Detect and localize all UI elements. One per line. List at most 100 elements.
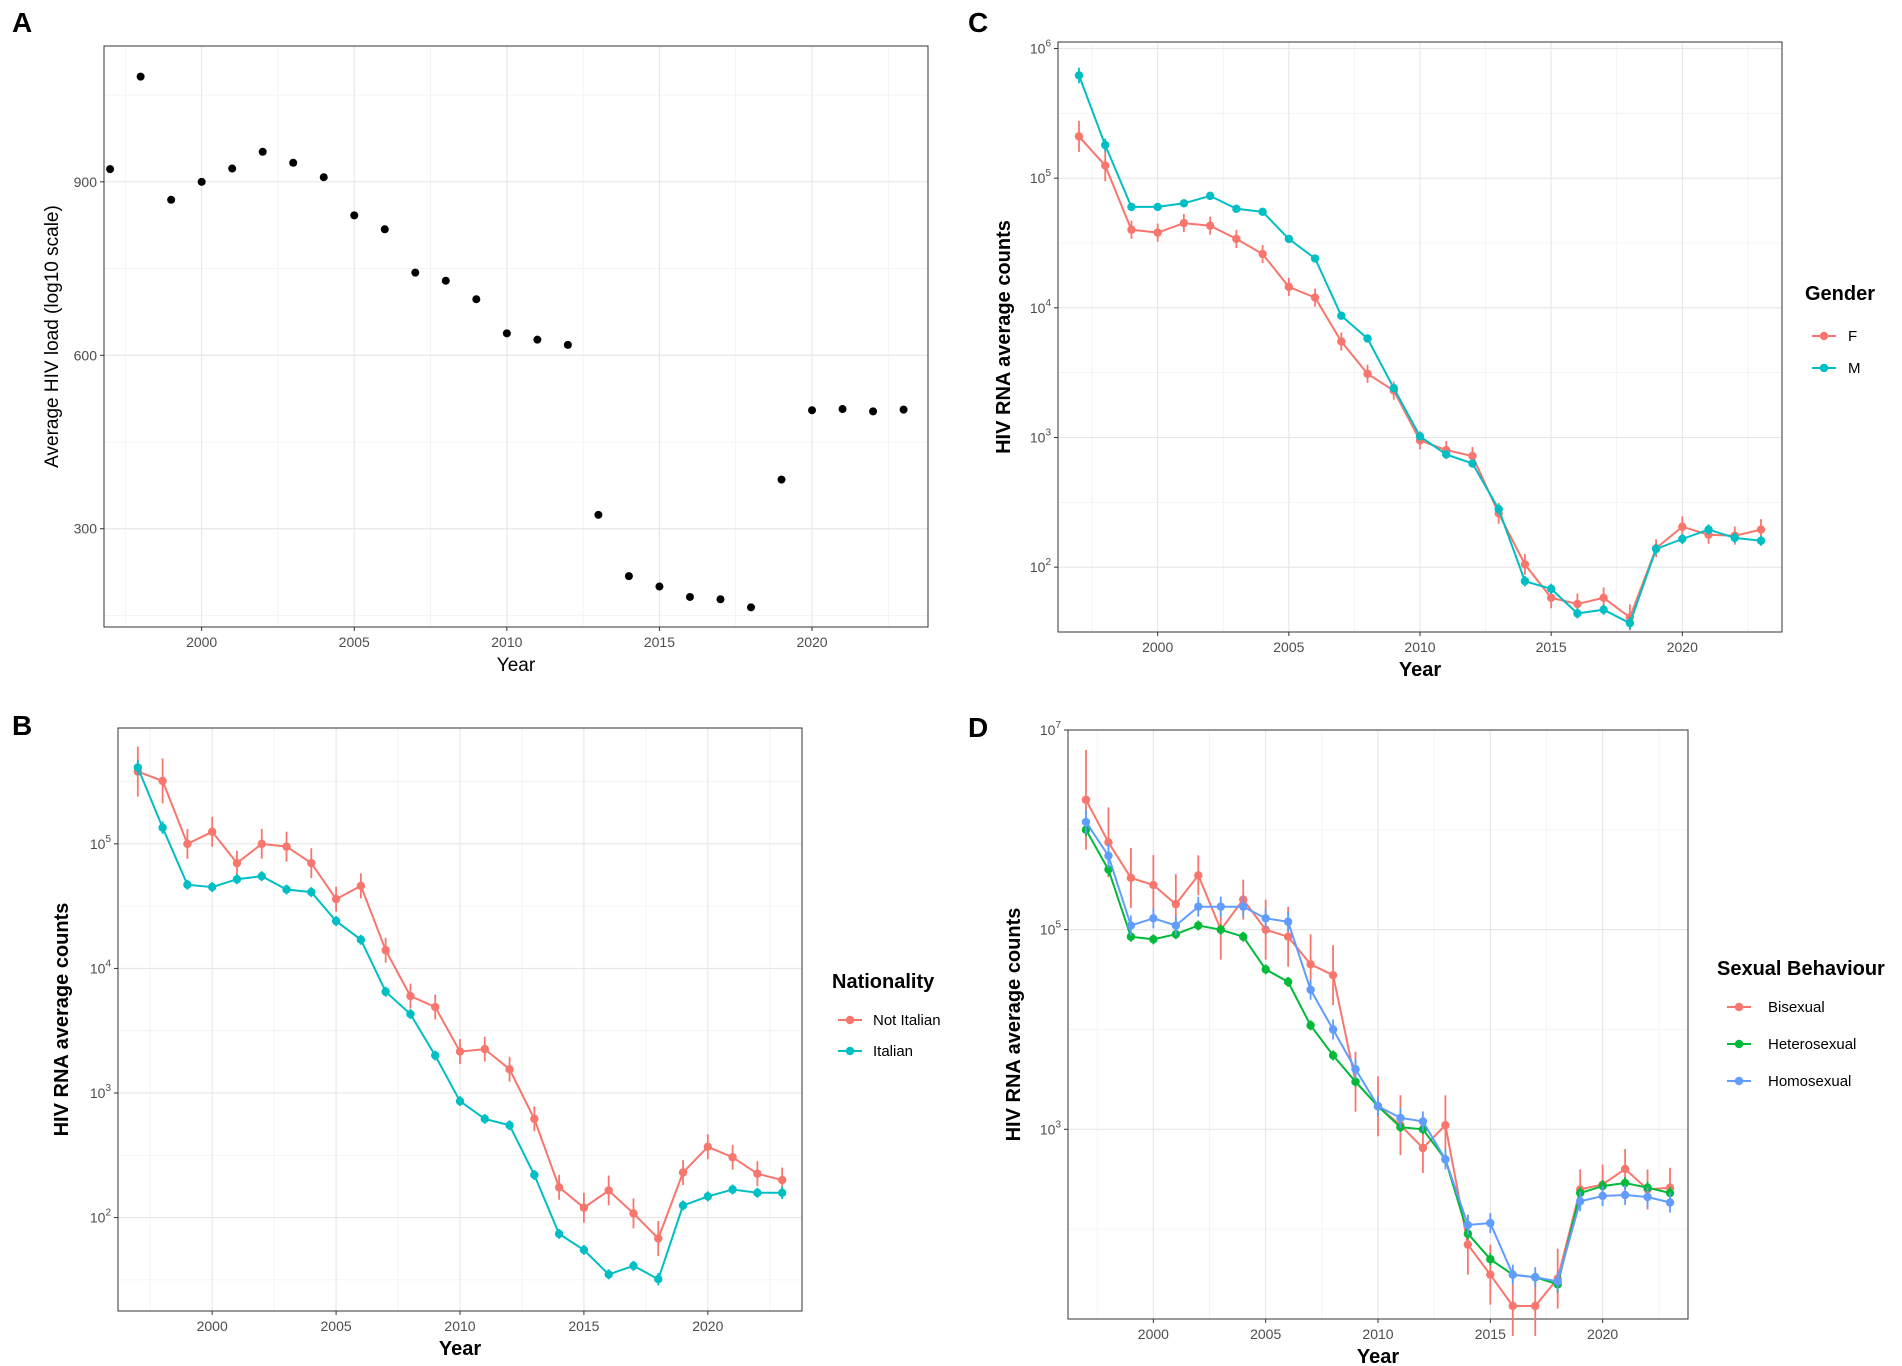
data-point [1101,140,1110,150]
data-point [629,1261,638,1271]
x-tick-label: 2020 [1587,1326,1618,1342]
y-tick-label: 106 [1030,38,1052,56]
data-point [1351,1065,1360,1074]
data-point [1363,334,1372,343]
data-point [1126,873,1136,883]
data-point [1351,1077,1360,1086]
y-tick-label: 900 [74,174,98,190]
data-point [1418,1117,1428,1126]
legend-title: Nationality [832,971,935,993]
data-point [381,987,390,996]
data-point [1194,902,1203,911]
panel-a: 2000 2005 2010 2015 2020 300 600 900 Year Average… [12,7,929,676]
data-point [655,582,664,591]
y-tick-exponent: 5 [1045,168,1051,179]
data-point [563,340,572,349]
data-point [1665,1198,1675,1207]
data-point [703,1142,713,1151]
data-point [1598,1191,1607,1201]
data-point [197,177,206,186]
data-point [1153,202,1162,212]
panel-b: 2000 2005 2010 2015 2020 102 103 104 105 Year HIV … [12,710,941,1360]
data-point [1081,817,1091,827]
data-point [1486,1255,1495,1264]
y-tick-label: 103 [90,1083,112,1101]
data-point [1494,504,1503,514]
x-tick-label: 2000 [197,1318,228,1334]
legend-key-point [845,1046,855,1056]
data-point [258,147,267,156]
legend: Gender FM [1805,283,1875,377]
legend-key-point [845,1015,855,1025]
data-point [289,158,298,167]
data-point [1546,584,1556,594]
data-point [1310,254,1320,263]
y-tick-exponent: 6 [1045,38,1051,49]
legend-key-point [1819,363,1829,373]
data-point [1441,1120,1450,1130]
data-point [1194,871,1203,880]
data-point [183,880,192,889]
data-point [1283,977,1293,987]
data-point [869,407,878,416]
data-point [232,875,242,884]
data-point [1179,218,1189,228]
x-tick-label: 2005 [339,634,370,650]
data-point [1261,965,1270,974]
data-point [455,1096,465,1106]
data-point [554,1183,564,1192]
y-axis-title: Average HIV load (log10 scale) [42,205,63,468]
data-point [1239,932,1248,941]
x-tick-label: 2020 [1667,639,1698,655]
data-point [158,776,167,786]
data-point [1756,525,1766,534]
y-tick-label: 105 [90,834,112,852]
data-point [1126,932,1136,941]
y-tick-label: 102 [1030,557,1052,575]
data-point [1328,1025,1338,1034]
data-point [1704,525,1713,534]
legend-key-point [1819,331,1829,341]
y-tick-label: 107 [1040,720,1062,738]
data-point [1442,450,1451,459]
legend: Sexual Behaviour Bisexual Heterosexual Homo… [1717,958,1885,1090]
data-point [728,1185,737,1194]
data-point [1074,132,1084,141]
y-axis-title: HIV RNA average counts [51,903,73,1137]
y-tick-exponent: 4 [1045,298,1051,309]
y-tick-label: 600 [74,347,98,363]
data-point [1620,1178,1630,1188]
series-average-hiv-load [106,72,908,612]
x-tick-label: 2015 [1536,639,1567,655]
y-tick-label: 105 [1040,920,1062,938]
x-tick-label: 2015 [568,1318,599,1334]
data-point [533,335,542,344]
data-point [838,405,847,414]
data-point [319,173,328,182]
data-point [380,225,389,234]
data-point [1415,432,1425,441]
data-point [728,1153,737,1162]
data-point [1531,1273,1540,1282]
data-point [530,1170,539,1180]
data-point [530,1114,539,1124]
y-tick-exponent: 2 [105,1208,111,1219]
y-tick-exponent: 5 [105,834,111,845]
y-tick-label: 103 [1040,1119,1062,1137]
data-point [1232,204,1241,214]
data-point [232,858,242,868]
data-point [1486,1218,1495,1228]
data-point [441,276,450,285]
x-axis-title: Year [1357,1346,1399,1366]
legend-label: Homosexual [1768,1073,1851,1090]
data-point [356,935,366,944]
x-axis-title: Year [1399,659,1441,681]
data-point [1126,921,1136,930]
x-tick-label: 2020 [796,634,827,650]
data-point [1620,1190,1630,1200]
x-tick-label: 2005 [1273,639,1304,655]
data-point [1194,921,1203,930]
series-m [1074,67,1766,630]
data-point [331,916,341,926]
data-point [1373,1102,1383,1111]
